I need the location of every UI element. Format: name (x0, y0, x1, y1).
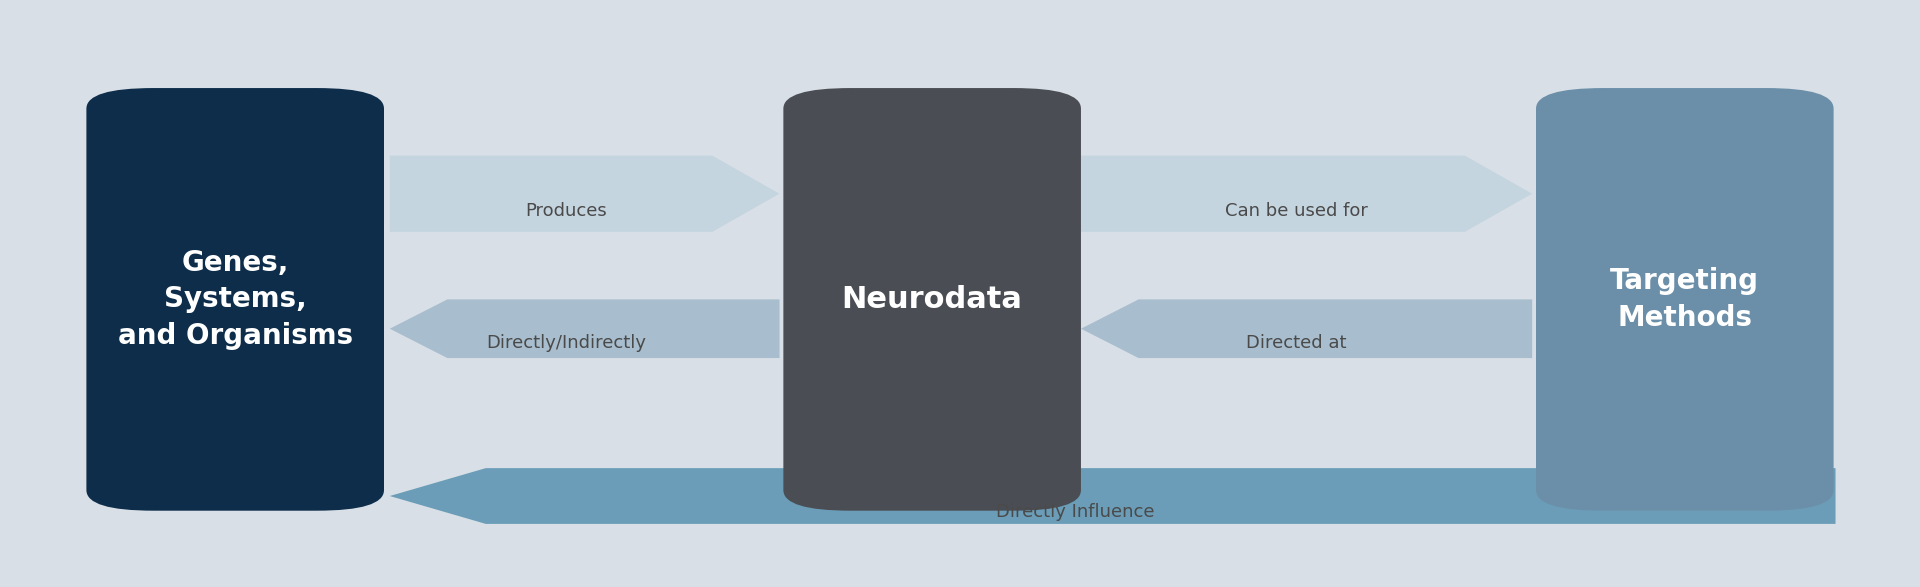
FancyBboxPatch shape (1536, 88, 1834, 511)
Polygon shape (390, 468, 1836, 524)
Text: Neurodata: Neurodata (841, 285, 1023, 314)
Text: Targeting
Methods: Targeting Methods (1611, 267, 1759, 332)
Polygon shape (1081, 156, 1532, 232)
Polygon shape (390, 299, 780, 358)
Polygon shape (390, 156, 780, 232)
Text: Directly/Indirectly: Directly/Indirectly (486, 335, 647, 352)
Polygon shape (1081, 299, 1532, 358)
Text: Produces: Produces (526, 203, 607, 220)
Text: Directly Influence: Directly Influence (996, 503, 1154, 521)
FancyBboxPatch shape (783, 88, 1081, 511)
FancyBboxPatch shape (86, 88, 384, 511)
Text: Directed at: Directed at (1246, 335, 1346, 352)
Text: Genes,
Systems,
and Organisms: Genes, Systems, and Organisms (117, 248, 353, 350)
Text: Can be used for: Can be used for (1225, 203, 1367, 220)
